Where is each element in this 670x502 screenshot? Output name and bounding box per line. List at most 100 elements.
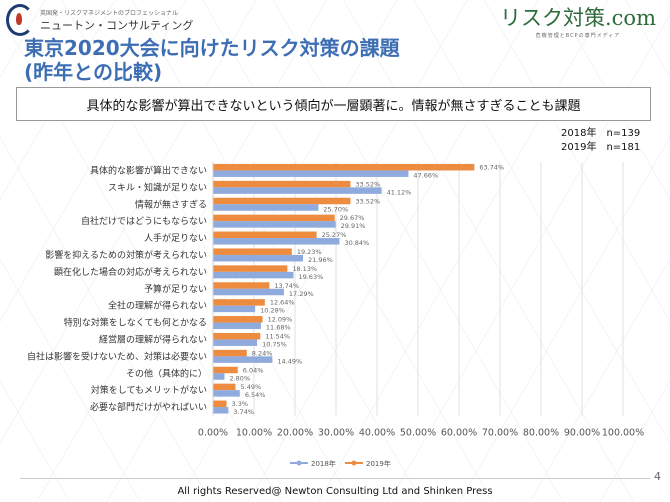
data-label-2019: 25.27% [322, 231, 347, 239]
title-line-1: 東京2020大会に向けたリスク対策の課題 [24, 36, 400, 60]
n-2019: 2019年 n=181 [561, 142, 641, 153]
x-tick-label: 0.00% [198, 428, 228, 439]
data-label-2018: 11.68% [266, 324, 291, 332]
n-2018: 2018年 n=139 [561, 128, 641, 139]
bar-2018 [213, 288, 284, 296]
category-label: 影響を抑えるための対策が考えられない [45, 249, 207, 261]
bar-2018 [213, 221, 336, 228]
page-number: 4 [654, 470, 661, 483]
bar-2018 [213, 204, 319, 211]
bar-2019 [213, 400, 227, 408]
bar-2018 [213, 187, 382, 194]
legend-label: 2019年 [366, 459, 391, 468]
sample-size: 2018年 n=139 2019年 n=181 [561, 127, 640, 155]
data-label-2018: 3.74% [233, 408, 254, 416]
data-label-2019: 18.13% [292, 265, 317, 273]
bar-2019 [213, 383, 236, 391]
bar-2019 [213, 332, 261, 340]
category-label: スキル・知識が足りない [108, 181, 207, 193]
data-label-2018: 6.54% [245, 391, 266, 399]
category-label: 必要な部門だけがやればいい [90, 401, 207, 413]
bar-2019 [213, 282, 270, 289]
legend-label: 2018年 [311, 459, 336, 468]
x-tick-label: 70.00% [482, 428, 518, 439]
data-label-2018: 14.49% [277, 357, 302, 365]
bar-2019 [213, 316, 263, 323]
data-label-2019: 19.23% [297, 248, 322, 256]
bar-2019 [213, 349, 247, 357]
logo-name: ニュートン・コンサルティング [40, 18, 194, 32]
page-title: 東京2020大会に向けたリスク対策の課題 (昨年との比較) [24, 36, 400, 84]
data-label-2018: 41.12% [387, 188, 412, 196]
logo-tagline: 英国発・リスクマネジメントのプロフェッショナル [40, 9, 179, 17]
data-label-2018: 2.80% [229, 374, 250, 382]
category-label: 対策をしてもメリットがない [91, 384, 207, 396]
data-label-2019: 8.24% [252, 349, 273, 357]
data-label-2019: 5.49% [241, 383, 262, 391]
bar-2018 [213, 271, 294, 279]
data-label-2018: 25.70% [323, 205, 348, 213]
bar-2018 [213, 254, 304, 262]
category-label: 人手が足りない [144, 232, 207, 244]
category-label: 自社だけではどうにもならない [81, 215, 207, 227]
data-label-2019: 63.74% [479, 163, 504, 171]
bar-2019 [213, 180, 351, 188]
legend-marker [351, 460, 357, 466]
category-label: 特別な対策をしなくても何とかなる [64, 317, 207, 329]
right-logo-name: リスク対策.com [500, 6, 656, 30]
newton-logo-icon [6, 4, 34, 36]
data-label-2019: 33.52% [355, 180, 380, 188]
x-tick-label: 20.00% [277, 428, 313, 439]
data-label-2018: 17.29% [289, 290, 314, 298]
newton-consulting-logo: 英国発・リスクマネジメントのプロフェッショナル ニュートン・コンサルティング [6, 4, 193, 36]
data-label-2019: 33.52% [355, 197, 380, 205]
bar-2018 [213, 339, 258, 346]
bar-2019 [213, 366, 238, 374]
x-tick-label: 100.00% [602, 428, 644, 439]
x-tick-label: 80.00% [523, 428, 559, 439]
x-tick-label: 50.00% [400, 428, 436, 439]
category-label: 予算が足りない [144, 283, 207, 295]
data-label-2019: 3.3% [232, 400, 249, 408]
bar-2018 [213, 170, 409, 177]
data-label-2019: 13.74% [274, 282, 299, 290]
bar-2018 [213, 356, 273, 363]
data-label-2019: 12.64% [270, 299, 295, 307]
bar-2018 [213, 390, 240, 397]
x-tick-label: 60.00% [441, 428, 477, 439]
category-label: 情報が無さすぎる [135, 198, 207, 210]
subtitle-box: 具体的な影響が算出できないという傾向が一層顕著に。情報が無さすぎることも課題 [16, 87, 651, 121]
category-label: 経営層の理解が得られない [99, 333, 207, 345]
copyright: All rights Reserved@ Newton Consulting L… [177, 486, 493, 497]
footer-divider [20, 478, 650, 479]
data-label-2019: 12.09% [268, 316, 293, 324]
x-tick-label: 30.00% [318, 428, 354, 439]
bar-2019 [213, 163, 475, 171]
x-tick-label: 10.00% [236, 428, 272, 439]
risk-taisaku-logo: リスク対策.com 危機管理とBCPの専門メディア [500, 2, 656, 39]
x-tick-label: 40.00% [359, 428, 395, 439]
bar-2018 [213, 305, 256, 313]
bar-2019 [213, 299, 265, 306]
data-label-2018: 47.66% [413, 171, 438, 179]
legend-marker [296, 460, 302, 466]
data-label-2019: 11.54% [265, 332, 290, 340]
bar-2019 [213, 197, 351, 205]
subtitle: 具体的な影響が算出できないという傾向が一層顕著に。情報が無さすぎることも課題 [86, 98, 581, 114]
data-label-2018: 10.75% [262, 340, 287, 348]
category-label: 具体的な影響が算出できない [90, 164, 207, 176]
data-label-2019: 29.67% [340, 214, 365, 222]
bar-2019 [213, 248, 292, 255]
category-label: 顕在化した場合の対応が考えられない [54, 266, 207, 278]
data-label-2018: 29.91% [341, 222, 366, 230]
category-label: 自社は影響を受けないため、対策は必要ない [27, 350, 207, 362]
data-label-2018: 30.84% [344, 239, 369, 247]
title-line-2: (昨年との比較) [24, 60, 163, 84]
data-label-2018: 10.28% [260, 307, 285, 315]
x-tick-label: 90.00% [564, 428, 600, 439]
bar-2018 [213, 373, 225, 380]
bar-2019 [213, 265, 288, 272]
bar-2019 [213, 231, 317, 239]
